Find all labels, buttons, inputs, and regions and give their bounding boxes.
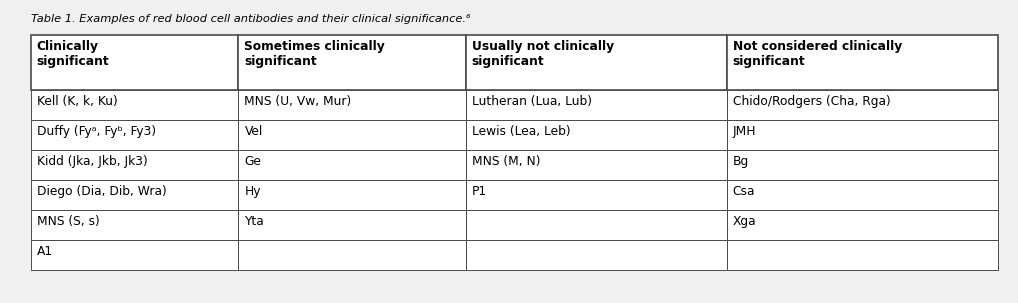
Bar [238,180,465,210]
Bar [238,210,465,240]
Bar [465,90,727,120]
Text: Hy: Hy [244,185,261,198]
Bar [727,240,998,270]
Bar [238,35,465,90]
Text: Csa: Csa [733,185,755,198]
Bar [727,150,998,180]
Text: Bg: Bg [733,155,749,168]
Bar [465,35,727,90]
Bar [238,240,465,270]
Text: Duffy (Fyᵃ, Fyᵇ, Fy3): Duffy (Fyᵃ, Fyᵇ, Fy3) [37,125,156,138]
Text: Ge: Ge [244,155,262,168]
Bar [465,210,727,240]
Text: Chido/Rodgers (Cha, Rga): Chido/Rodgers (Cha, Rga) [733,95,891,108]
Bar [238,120,465,150]
Text: Kidd (Jka, Jkb, Jk3): Kidd (Jka, Jkb, Jk3) [37,155,148,168]
Bar [465,150,727,180]
Bar [31,90,238,120]
Bar [31,150,238,180]
Text: JMH: JMH [733,125,756,138]
Text: Diego (Dia, Dib, Wra): Diego (Dia, Dib, Wra) [37,185,166,198]
Bar [31,240,238,270]
Bar [727,90,998,120]
Text: MNS (M, N): MNS (M, N) [471,155,541,168]
Text: Table 1. Examples of red blood cell antibodies and their clinical significance.⁶: Table 1. Examples of red blood cell anti… [31,14,470,24]
Bar [465,120,727,150]
Text: A1: A1 [37,245,53,258]
Text: P1: P1 [471,185,487,198]
Text: Lewis (Lea, Leb): Lewis (Lea, Leb) [471,125,570,138]
Bar [31,180,238,210]
Bar [31,120,238,150]
Bar [31,35,238,90]
Text: Lutheran (Lua, Lub): Lutheran (Lua, Lub) [471,95,591,108]
Bar [31,210,238,240]
Bar [727,210,998,240]
Bar [727,35,998,90]
Text: Yta: Yta [244,215,265,228]
Bar [465,240,727,270]
Bar [238,90,465,120]
Text: Vel: Vel [244,125,263,138]
Text: Usually not clinically
significant: Usually not clinically significant [471,40,614,68]
Text: MNS (S, s): MNS (S, s) [37,215,100,228]
Bar [727,180,998,210]
Bar [465,180,727,210]
Bar [238,150,465,180]
Bar [727,120,998,150]
Text: Clinically
significant: Clinically significant [37,40,109,68]
Text: Xga: Xga [733,215,756,228]
Text: Kell (K, k, Ku): Kell (K, k, Ku) [37,95,117,108]
Text: Sometimes clinically
significant: Sometimes clinically significant [244,40,385,68]
Text: Not considered clinically
significant: Not considered clinically significant [733,40,902,68]
Text: MNS (U, Vw, Mur): MNS (U, Vw, Mur) [244,95,351,108]
